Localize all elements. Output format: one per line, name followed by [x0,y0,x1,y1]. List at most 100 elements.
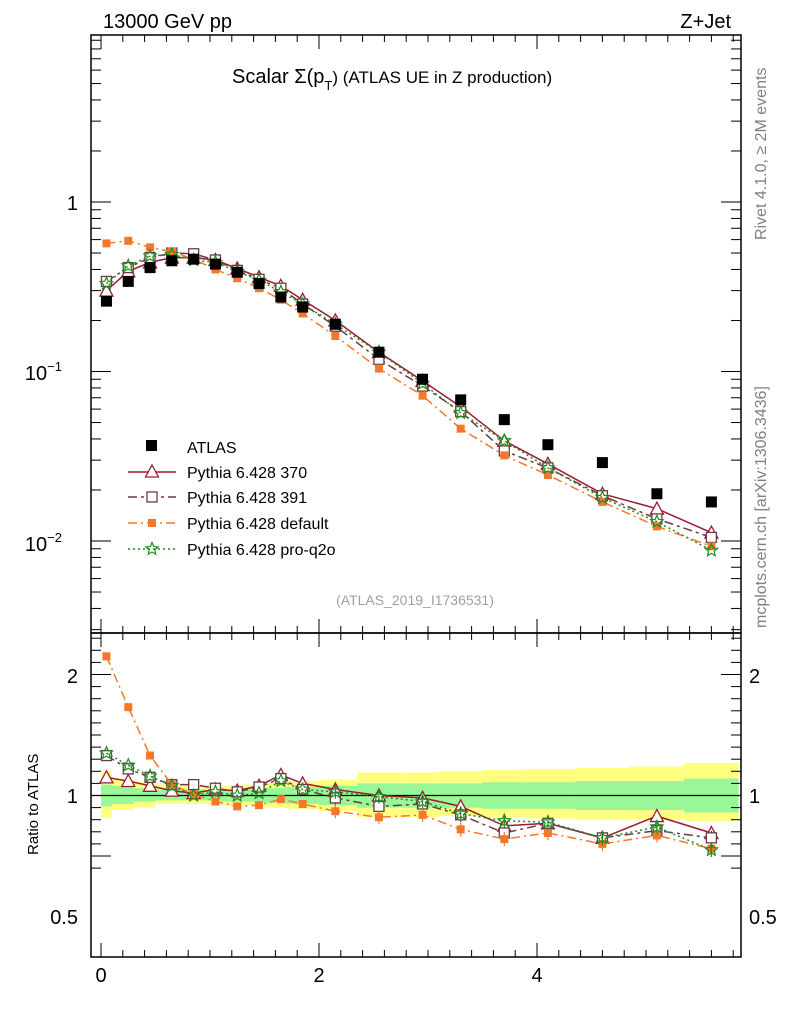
legend-entry-391: Pythia 6.428 391 [128,490,307,507]
title-suffix: ) (ATLAS UE in Z production) [332,68,552,87]
ratio-line-default [105,656,712,850]
ratio-point-pro-q2o-4 [186,787,202,803]
atlas-point-0 [100,295,112,307]
rivet-version-label: Rivet 4.1.0, ≥ 2M events [753,68,770,240]
ratio-point-391-18 [705,832,718,844]
ratio-point-default-11 [374,813,383,822]
ratio-point-default-2 [146,751,155,760]
main-point-default-11 [374,364,383,373]
ratio-point-pro-q2o-13 [453,805,469,821]
legend-label-370: Pythia 6.428 370 [187,465,307,482]
main-point-370-17 [649,500,665,515]
legend-entry-pro-q2o: Pythia 6.428 pro-q2o [128,540,336,559]
ratio-ytick-label-1: 1 [67,786,78,808]
ratio-point-391-2 [144,771,156,783]
atlas-point-16 [596,457,608,469]
band-inner-1 [111,785,134,804]
ratio-point-370-0 [98,769,115,784]
ratio-point-pro-q2o-8 [273,772,289,788]
main-ytick-label-0.01: 10−2 [25,530,62,556]
ratio-point-pro-q2o-1 [120,757,136,772]
main-point-pro-q2o-16 [594,489,611,505]
ratio-point-pro-q2o-17 [649,818,665,834]
atlas-point-2 [144,262,156,274]
ratio-point-pro-q2o-12 [414,793,431,809]
xtick-label-4: 4 [531,965,542,987]
analysis-watermark: (ATLAS_2019_I1736531) [336,592,494,608]
main-point-default-3 [167,247,176,256]
source-label: mcplots.cern.ch [arXiv:1306.3436] [753,386,770,628]
main-point-default-14 [500,451,509,460]
main-point-pro-q2o-18 [703,542,720,557]
ratio-point-default-14 [500,835,509,844]
atlas-point-9 [297,301,309,313]
ratio-point-default-10 [331,807,340,816]
legend-label-atlas: ATLAS [187,440,237,457]
ratio-point-pro-q2o-7 [251,785,267,800]
ratio-axis-label: Ratio to ATLAS [25,754,42,855]
atlas-point-18 [705,496,717,508]
main-point-default-0 [102,239,111,248]
ratio-point-default-9 [298,799,307,808]
ratio-point-default-17 [652,831,661,840]
legend-marker-370 [144,463,160,478]
ratio-point-default-0 [102,652,111,661]
ratio-point-default-15 [543,829,552,838]
ratio-point-391-6 [231,786,243,798]
ratio-point-pro-q2o-6 [229,787,245,803]
ratio-ytick-label-2: 2 [67,666,78,688]
main-ytick-label-1: 1 [67,193,78,215]
ratio-point-default-1 [124,703,133,712]
legend-entry-atlas: ATLAS [146,440,237,457]
ratio-ytick-label-0.5: 0.5 [50,907,78,929]
main-point-default-10 [331,331,340,340]
ratio-ytick-label-0.5-right: 0.5 [749,907,777,929]
legend-label-pro-q2o: Pythia 6.428 pro-q2o [187,542,336,559]
main-point-pro-q2o-2 [142,247,158,263]
main-line-pro-q2o [106,253,712,552]
legend-marker-atlas [146,440,157,451]
legend-entry-370: Pythia 6.428 370 [128,463,307,482]
atlas-point-3 [166,255,178,267]
xtick-label-2: 2 [313,965,324,987]
legend-marker-391 [146,491,158,503]
atlas-point-5 [209,258,221,270]
main-point-default-9 [298,309,307,318]
atlas-point-10 [329,318,341,330]
header-left: 13000 GeV pp [103,11,232,33]
atlas-point-11 [373,346,385,358]
ratio-point-pro-q2o-5 [207,783,224,799]
ratio-point-370-1 [120,773,136,788]
title-prefix: Scalar Σ(p [232,66,324,88]
ratio-point-pro-q2o-3 [164,777,180,793]
atlas-point-1 [122,275,134,287]
legend: ATLAS Pythia 6.428 370 Pythia 6.428 391 … [128,440,336,559]
ratio-point-default-7 [255,801,264,810]
atlas-point-7 [253,278,265,290]
main-point-pro-q2o-0 [98,275,115,291]
ratio-point-pro-q2o-2 [142,768,158,783]
main-point-pro-q2o-13 [453,404,469,420]
ratio-ytick-label-2-right: 2 [749,666,760,688]
atlas-point-14 [498,414,510,426]
legend-entry-default: Pythia 6.428 default [128,516,329,533]
legend-marker-pro-q2o [144,540,160,556]
ratio-line-pro-q2o [106,752,712,851]
main-point-default-13 [456,424,465,433]
ratio-point-default-4 [189,790,198,799]
main-point-default-12 [418,391,427,400]
atlas-point-4 [188,253,200,265]
ratio-point-370-2 [142,777,158,792]
ratio-ytick-label-1-right: 1 [749,786,760,808]
legend-label-391: Pythia 6.428 391 [187,490,307,507]
ratio-point-pro-q2o-16 [594,829,611,845]
main-point-pro-q2o-1 [120,257,136,273]
xtick-label-0: 0 [95,965,106,987]
main-point-391-18 [705,531,718,544]
plot-title: Scalar Σ(pT) (ATLAS UE in Z production) [232,66,552,93]
header-right: Z+Jet [680,11,731,33]
series-layer [98,236,720,857]
ratio-point-default-5 [211,797,220,806]
main-point-default-15 [543,471,552,480]
